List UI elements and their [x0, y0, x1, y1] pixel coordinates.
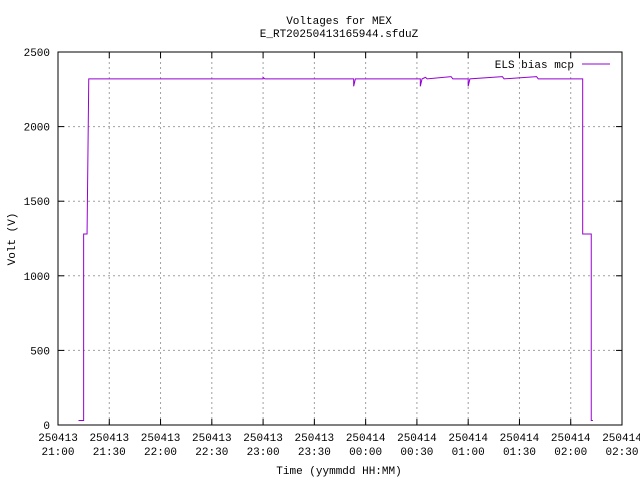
x-tick-label-date: 250414: [397, 433, 437, 445]
x-tick-label: 250413 21:00: [38, 433, 78, 459]
x-tick-label-time: 22:00: [144, 447, 177, 459]
x-tick-label-date: 250414: [551, 433, 591, 445]
x-tick-label-date: 250414: [602, 433, 640, 445]
x-tick-label-date: 250413: [243, 433, 283, 445]
x-tick-label-time: 00:00: [349, 447, 382, 459]
x-tick-label-date: 250414: [346, 433, 386, 445]
x-tick-label-time: 02:30: [605, 447, 638, 459]
plot-frame: [57, 51, 623, 426]
x-tick-label-time: 01:00: [452, 447, 485, 459]
x-tick-label-time: 00:30: [400, 447, 433, 459]
x-tick-label-time: 21:30: [93, 447, 126, 459]
x-tick-label-time: 23:00: [247, 447, 280, 459]
x-tick-label-date: 250414: [500, 433, 540, 445]
legend-label: ELS bias mcp: [495, 60, 574, 72]
x-tick-label: 250414 00:30: [397, 433, 437, 459]
y-tick-label: 2000: [24, 123, 50, 135]
legend: ELS bias mcp: [495, 60, 610, 72]
data-line: [78, 76, 593, 422]
x-tick-label: 250414 02:30: [602, 433, 640, 459]
x-tick-label-date: 250413: [141, 433, 181, 445]
x-tick-label: 250413 23:00: [243, 433, 283, 459]
x-tick-label: 250414 02:00: [551, 433, 591, 459]
x-tick-label-date: 250413: [192, 433, 232, 445]
x-tick-label-date: 250413: [295, 433, 335, 445]
x-tick-label: 250414 00:00: [346, 433, 386, 459]
x-tick-label-date: 250413: [89, 433, 129, 445]
x-tick-label: 250413 23:30: [295, 433, 335, 459]
x-tick-label-date: 250414: [448, 433, 488, 445]
x-tick-label-time: 22:30: [195, 447, 228, 459]
x-tick-label: 250414 01:00: [448, 433, 488, 459]
y-tick-label: 500: [30, 346, 50, 358]
x-tick-label-date: 250413: [38, 433, 78, 445]
x-tick-label: 250413 22:30: [192, 433, 232, 459]
x-tick-label-time: 21:00: [41, 447, 74, 459]
y-tick-label: 1500: [24, 197, 50, 209]
x-tick-label: 250413 22:00: [141, 433, 181, 459]
x-tick-label-time: 02:00: [554, 447, 587, 459]
x-tick-label-time: 23:30: [298, 447, 331, 459]
chart-title: Voltages for MEX: [286, 16, 392, 28]
y-axis-label: Volt (V): [7, 213, 19, 266]
chart-subtitle: E_RT20250413165944.sfduZ: [260, 29, 419, 41]
x-axis-label: Time (yymmdd HH:MM): [276, 466, 401, 478]
y-tick-label: 0: [43, 421, 50, 433]
y-tick-label: 2500: [24, 48, 50, 60]
x-tick-label-time: 01:30: [503, 447, 536, 459]
y-tick-label: 1000: [24, 272, 50, 284]
x-tick-label: 250414 01:30: [500, 433, 540, 459]
x-tick-label: 250413 21:30: [89, 433, 129, 459]
